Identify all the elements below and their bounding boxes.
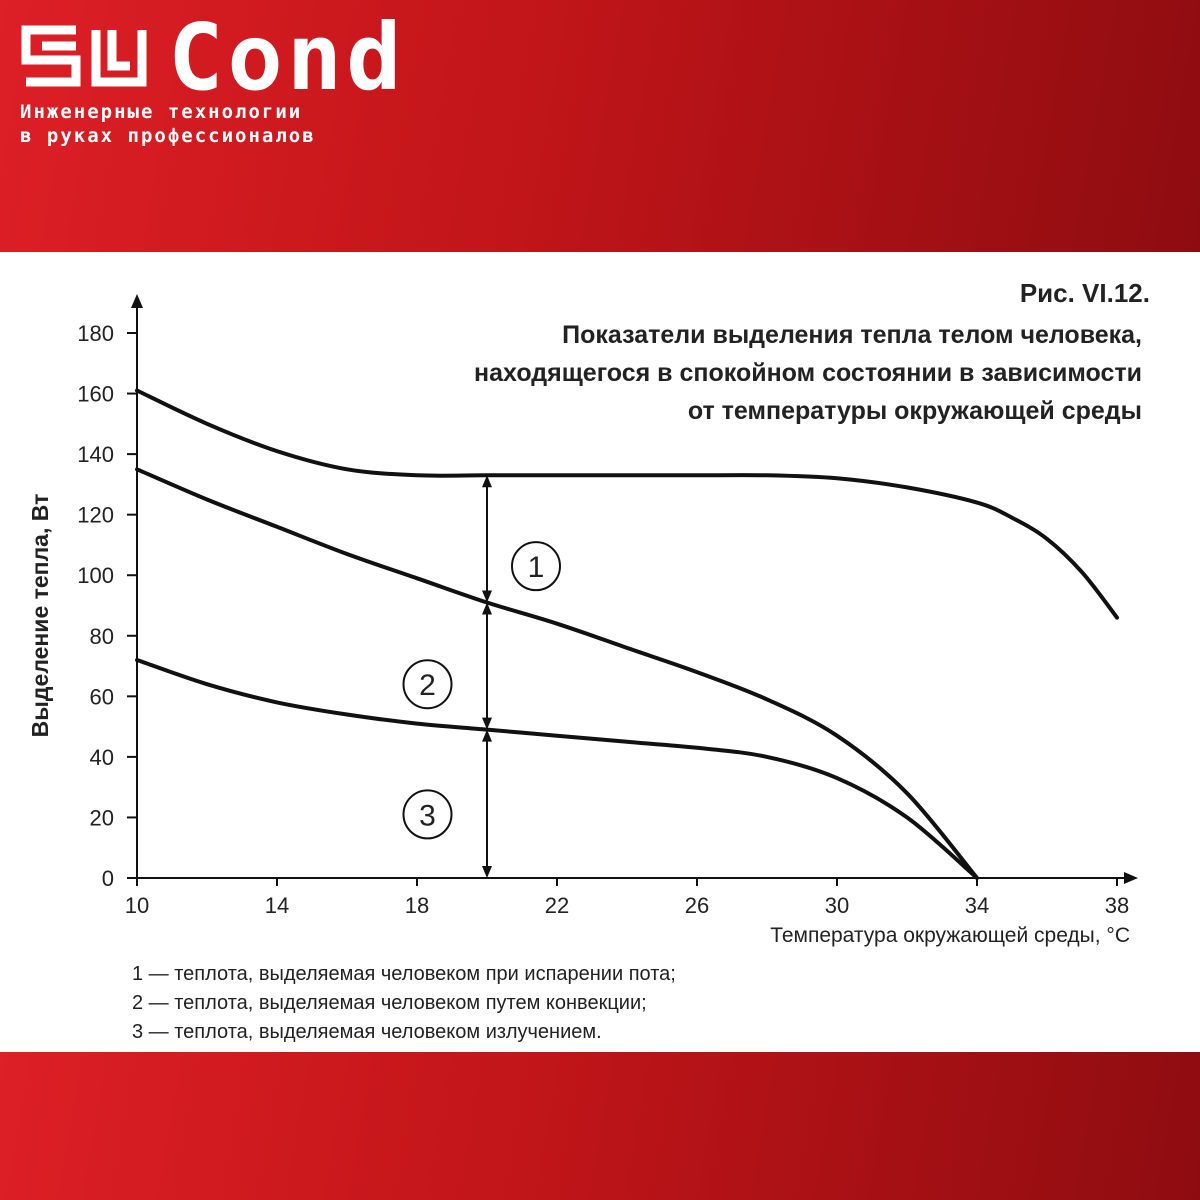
y-tick-label: 140 — [77, 442, 114, 467]
brand-logo: Cond Инженерные технологии в руках профес… — [18, 12, 428, 148]
series-line-1 — [135, 388, 1119, 620]
y-tick-label: 40 — [90, 745, 114, 770]
legend-item-2: 2 — теплота, выделяемая человеком путем … — [132, 992, 647, 1014]
y-tick-label: 80 — [90, 624, 114, 649]
y-tick-label: 160 — [77, 382, 114, 407]
x-tick-label: 14 — [265, 893, 289, 918]
x-tick-label: 18 — [405, 893, 429, 918]
callout-label-1: 1 — [528, 551, 545, 584]
y-tick-label: 120 — [77, 503, 114, 528]
series-line-2 — [135, 467, 979, 880]
range-arrow-head-top-1 — [482, 475, 492, 488]
figure-title-line-2: находящегося в спокойном состоянии в зав… — [474, 359, 1142, 387]
figure-title-line-1: Показатели выделения тепла телом человек… — [562, 321, 1142, 349]
figure-label: Рис. VI.12. — [1019, 278, 1150, 308]
brand-mark-icon — [21, 25, 147, 87]
y-tick-label: 20 — [90, 805, 114, 830]
x-tick-label: 30 — [825, 893, 849, 918]
callout-label-2: 2 — [419, 669, 436, 702]
range-arrow-head-bottom-2 — [482, 717, 492, 730]
legend-item-3: 3 — теплота, выделяемая человеком излуче… — [132, 1021, 602, 1043]
figure-title-line-3: от температуры окружающей среды — [687, 397, 1142, 425]
callout-label-3: 3 — [419, 799, 436, 832]
header-band: Cond Инженерные технологии в руках профес… — [0, 0, 1200, 252]
series-line-3 — [135, 658, 979, 880]
y-tick-label: 60 — [90, 684, 114, 709]
chart-legend: 1 — теплота, выделяемая человеком при ис… — [132, 960, 676, 1047]
brand-slogan: Инженерные технологии в руках профессиона… — [20, 100, 316, 148]
x-axis-label: Температура окружающей среды, °С — [770, 924, 1130, 947]
figure-title: Показатели выделения тепла телом человек… — [382, 316, 1142, 430]
slogan-line-1: Инженерные технологии — [20, 101, 303, 123]
range-arrow-head-top-3 — [482, 729, 492, 742]
figure-panel: 0 20 40 60 80 100 120 140 160 180 10 14 18 22 26 30 34 38… — [0, 252, 1200, 1052]
y-tick-label: 0 — [102, 866, 114, 891]
y-tick-label: 100 — [77, 563, 114, 588]
y-axis-label: Выделение тепла, Вт — [27, 494, 53, 738]
x-tick-label: 10 — [125, 893, 149, 918]
x-axis-arrow — [1124, 872, 1138, 884]
callout-circle-3 — [402, 789, 453, 840]
range-arrow-head-top-2 — [482, 602, 492, 615]
range-arrow-head-bottom-1 — [482, 590, 492, 603]
y-axis-arrow — [131, 294, 143, 308]
range-arrow-head-bottom-3 — [482, 866, 492, 878]
x-tick-label: 26 — [685, 893, 709, 918]
callout-circle-1 — [511, 541, 561, 592]
x-tick-label: 38 — [1105, 893, 1129, 918]
brand-name: Cond — [168, 4, 406, 111]
x-tick-label: 22 — [545, 893, 569, 918]
footer-band — [0, 1052, 1200, 1200]
y-tick-label: 180 — [77, 321, 114, 346]
heat-release-chart: 0 20 40 60 80 100 120 140 160 180 10 14 18 22 26 30 34 38… — [27, 294, 1138, 947]
legend-item-1: 1 — теплота, выделяемая человеком при ис… — [132, 963, 676, 985]
x-tick-label: 34 — [965, 893, 989, 918]
callout-circle-2 — [402, 659, 453, 710]
slogan-line-2: в руках профессионалов — [20, 125, 316, 147]
